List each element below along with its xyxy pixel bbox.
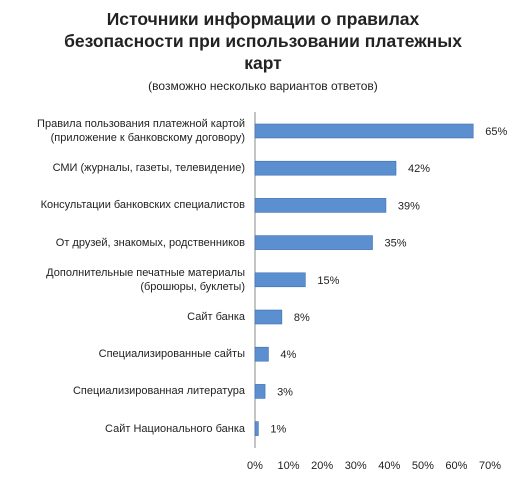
category-label-line: Сайт Национального банка xyxy=(105,422,245,435)
category-label: Специализированные сайты xyxy=(0,347,245,361)
category-label-line: (брошюры, буклеты) xyxy=(140,280,245,293)
category-label: Консультации банковских специалистов xyxy=(0,198,245,212)
category-label: Дополнительные печатные материалы (брошюр… xyxy=(0,266,245,294)
bar xyxy=(254,123,474,139)
x-tick-label: 70% xyxy=(479,460,501,472)
bar-value-label: 3% xyxy=(277,386,293,398)
category-label: Правила пользования платежной картой (при… xyxy=(0,117,245,145)
category-label-line: Специализированная литература xyxy=(72,385,245,398)
x-tick-label: 20% xyxy=(311,460,333,472)
bar xyxy=(254,346,269,362)
x-tick-label: 30% xyxy=(345,460,367,472)
bar xyxy=(254,160,397,176)
category-label-line: Дополнительные печатные материалы xyxy=(46,266,245,279)
bar-value-label: 35% xyxy=(385,238,407,250)
bar-value-label: 42% xyxy=(408,163,430,175)
category-label-line: Сайт банка xyxy=(187,311,245,323)
x-tick-label: 0% xyxy=(247,460,263,472)
chart-title-line: карт xyxy=(244,53,282,73)
category-label-line: Консультации банковских специалистов xyxy=(40,199,245,212)
category-label-line: Специализированные сайты xyxy=(98,348,245,361)
category-label: СМИ (журналы, газеты, телевидение) xyxy=(0,161,245,175)
x-tick-label: 40% xyxy=(378,460,400,472)
category-label-line: От друзей, знакомых, родственников xyxy=(55,236,245,249)
bar xyxy=(254,235,373,250)
bar-value-label: 39% xyxy=(398,200,420,212)
bar xyxy=(254,198,387,213)
category-label: Сайт Национального банка xyxy=(0,422,245,436)
bar xyxy=(254,309,283,325)
chart-title-line: безопасности при использовании платежных xyxy=(64,31,462,51)
category-label: Специализированная литература xyxy=(0,384,245,398)
bar-value-label: 1% xyxy=(270,424,286,436)
chart-subtitle: (возможно несколько вариантов ответов) xyxy=(148,79,378,93)
bar-value-label: 15% xyxy=(317,275,339,287)
bar xyxy=(254,384,266,399)
bar-value-label: 65% xyxy=(485,126,507,138)
bar xyxy=(254,272,306,288)
chart-title-line: Источники информации о правилах xyxy=(106,9,420,29)
category-label-line: Правила пользования платежной картой xyxy=(37,118,245,130)
bar xyxy=(254,421,259,436)
category-label: Сайт банка xyxy=(0,310,245,324)
bar-value-label: 8% xyxy=(294,312,310,324)
category-label: От друзей, знакомых, родственников xyxy=(0,236,245,250)
x-tick-label: 60% xyxy=(445,460,467,472)
x-tick-label: 10% xyxy=(278,460,300,472)
bar-value-label: 4% xyxy=(280,349,296,361)
chart-title: Источники информации о правилах безопасно… xyxy=(20,8,506,74)
x-tick-label: 50% xyxy=(412,460,434,472)
category-label-line: СМИ (журналы, газеты, телевидение) xyxy=(52,162,245,175)
category-label-line: (приложение к банковскому договору) xyxy=(50,132,245,144)
